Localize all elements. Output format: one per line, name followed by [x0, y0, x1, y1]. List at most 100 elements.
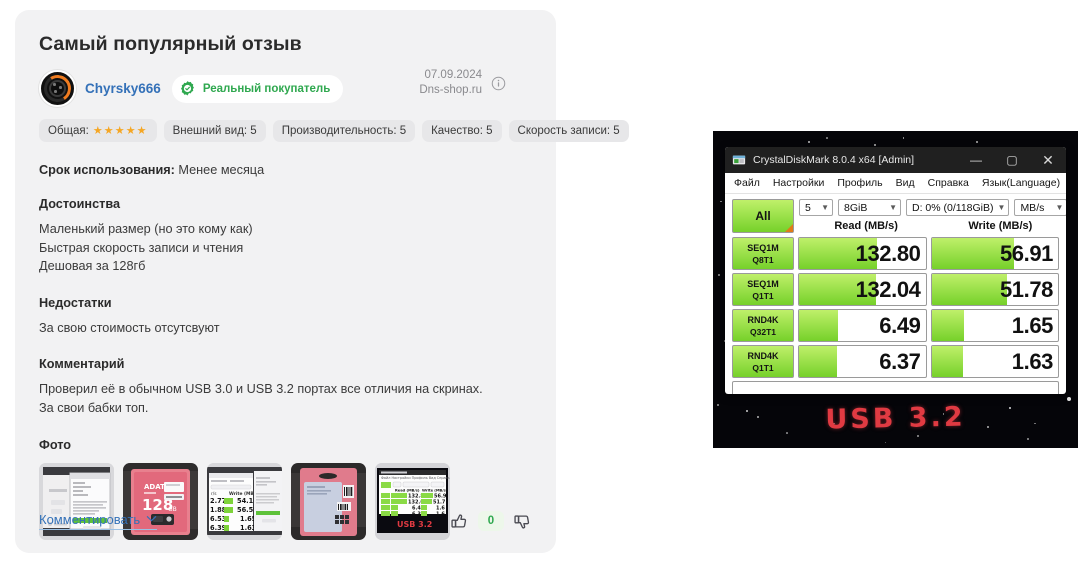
- read-value: 132.04: [855, 276, 921, 302]
- benchmark-body: All 5 ▼ 8GiB ▼ D: 0% (0/118GiB): [725, 194, 1066, 394]
- unit-select[interactable]: MB/s ▼: [1014, 199, 1066, 216]
- vote-count: 0: [478, 511, 504, 531]
- drive-select[interactable]: D: 0% (0/118GiB) ▼: [906, 199, 1010, 216]
- starfield-background: [713, 131, 1078, 448]
- row-label-rnd4k-q32t1[interactable]: RND4K Q32T1: [732, 309, 794, 342]
- row-queue-name: Q32T1: [750, 326, 776, 337]
- svg-text:128: 128: [142, 496, 173, 514]
- write-value: 51.78: [999, 276, 1053, 302]
- row-label-rnd4k-q1t1[interactable]: RND4K Q1T1: [732, 345, 794, 378]
- pros-line: Быстрая скорость записи и чтения: [39, 240, 244, 255]
- read-value: 132.80: [855, 240, 921, 266]
- review-source: Dns-shop.ru: [419, 84, 482, 96]
- avatar: [39, 70, 76, 107]
- benchmark-rows: SEQ1M Q8T1 132.80 56.91 SEQ1M: [732, 237, 1059, 378]
- usage-period-value: Менее месяца: [178, 163, 265, 177]
- read-value-cell: 6.49: [798, 309, 927, 342]
- menu-item-help[interactable]: Справка: [927, 177, 969, 189]
- popular-review-card: Самый популярный отзыв Chyrsky666 Реальн…: [15, 10, 629, 553]
- cons-line: За свою стоимость отсутсвуют: [39, 320, 220, 335]
- photo-thumb-screenshot-dialog[interactable]: [39, 463, 114, 540]
- comment-button-label: Комментировать: [39, 512, 141, 527]
- thumbs-down-icon[interactable]: [513, 512, 532, 531]
- row-queue-name: Q8T1: [752, 254, 774, 265]
- menu-bar: Файл Настройки Профиль Вид Справка Язык(…: [725, 173, 1066, 194]
- comment-line: За свои бабки топ.: [39, 400, 149, 415]
- write-value-cell: 56.91: [930, 237, 1059, 270]
- table-row: SEQ1M Q1T1 132.04 51.78: [732, 273, 1059, 306]
- drive-value: D: 0% (0/118GiB): [912, 201, 994, 214]
- crystaldiskmark-app-icon: [732, 153, 746, 167]
- write-value-cell: 1.65: [930, 309, 1059, 342]
- author-row: Chyrsky666 Реальный покупатель 07.09.202…: [39, 69, 532, 107]
- chevron-down-icon: ▼: [997, 203, 1006, 212]
- svg-text:132.80: 132.80: [408, 494, 428, 500]
- table-row: RND4K Q32T1 6.49 1.65: [732, 309, 1059, 342]
- table-row: SEQ1M Q8T1 132.80 56.91: [732, 237, 1059, 270]
- column-header-read: Read (MB/s): [834, 220, 898, 232]
- svg-text:Read (MB/s): Read (MB/s): [395, 489, 420, 493]
- svg-text:6.39: 6.39: [210, 524, 227, 532]
- test-size-value: 8GiB: [844, 201, 868, 214]
- author-name[interactable]: Chyrsky666: [85, 81, 161, 96]
- window-title: CrystalDiskMark 8.0.4 x64 [Admin]: [753, 154, 915, 166]
- maximize-button[interactable]: ▢: [1006, 153, 1018, 167]
- minimize-button[interactable]: —: [970, 153, 982, 167]
- usage-period-label: Срок использования:: [39, 163, 175, 177]
- close-button[interactable]: ✕: [1042, 151, 1054, 168]
- review-date: 07.09.2024: [424, 69, 482, 81]
- chevron-down-icon: [146, 512, 157, 527]
- svg-text:6.49: 6.49: [412, 506, 425, 512]
- test-count-select[interactable]: 5 ▼: [799, 199, 833, 216]
- test-size-select[interactable]: 8GiB ▼: [838, 199, 901, 216]
- row-label-seq1m-q8t1[interactable]: SEQ1M Q8T1: [732, 237, 794, 270]
- photo-thumb-benchmark-screenshot[interactable]: r/s Write (MB/s) 2.77 54.11 1.88 56.59 6…: [207, 463, 282, 540]
- menu-item-profile[interactable]: Профиль: [837, 177, 883, 189]
- all-button[interactable]: All: [732, 199, 794, 233]
- svg-text:1.6: 1.6: [436, 512, 445, 518]
- photo-thumb-package-back[interactable]: [291, 463, 366, 540]
- row-test-name: RND4K: [747, 350, 779, 361]
- menu-item-view[interactable]: Вид: [895, 177, 915, 189]
- row-label-seq1m-q1t1[interactable]: SEQ1M Q1T1: [732, 273, 794, 306]
- rating-chip-performance: Производительность: 5: [272, 119, 416, 142]
- svg-text:Файл Настройки Профиль Вид Спр: Файл Настройки Профиль Вид Справка Язык: [381, 476, 450, 480]
- menu-item-file[interactable]: Файл: [734, 177, 760, 189]
- svg-text:1.6: 1.6: [436, 506, 445, 512]
- svg-text:6.53: 6.53: [210, 515, 227, 523]
- status-bar: [732, 381, 1059, 394]
- toolbar-selects: 5 ▼ 8GiB ▼ D: 0% (0/118GiB) ▼ MB/s: [799, 199, 1066, 216]
- read-value-cell: 132.04: [798, 273, 927, 306]
- rating-chip-overall: Общая: ★★★★★: [39, 119, 157, 142]
- svg-text:51.7: 51.7: [433, 500, 446, 506]
- write-value: 1.65: [1011, 312, 1054, 338]
- photo-thumb-crystaldiskmark-usb32[interactable]: Файл Настройки Профиль Вид Справка Язык …: [375, 463, 450, 540]
- comment-line: Проверил её в обычном USB 3.0 и USB 3.2 …: [39, 382, 483, 396]
- svg-text:GB: GB: [168, 506, 177, 513]
- section-heading-photos: Фото: [39, 438, 72, 452]
- menu-item-settings[interactable]: Настройки: [772, 177, 825, 189]
- read-value: 6.49: [879, 312, 921, 338]
- svg-text:54.11: 54.11: [237, 497, 258, 505]
- svg-text:2.77: 2.77: [210, 497, 227, 505]
- photo-thumb-package-front[interactable]: ADATA 128 GB: [123, 463, 198, 540]
- verified-buyer-label: Реальный покупатель: [202, 82, 331, 95]
- star-rating-icon: ★★★★★: [92, 125, 148, 137]
- svg-text:1.65: 1.65: [240, 515, 257, 523]
- svg-text:1.63: 1.63: [240, 524, 257, 532]
- write-value-cell: 1.63: [930, 345, 1059, 378]
- svg-text:132.04: 132.04: [408, 500, 428, 506]
- chevron-down-icon: ▼: [1055, 203, 1064, 212]
- column-headers: Read (MB/s) Write (MB/s): [799, 220, 1066, 232]
- crystaldiskmark-photo: CrystalDiskMark 8.0.4 x64 [Admin] — ▢ ✕ …: [713, 131, 1078, 448]
- menu-item-language[interactable]: Язык(Language): [981, 177, 1061, 189]
- svg-text:56.59: 56.59: [237, 506, 258, 514]
- info-icon[interactable]: [491, 76, 506, 91]
- column-header-write: Write (MB/s): [968, 220, 1033, 232]
- row-test-name: RND4K: [747, 314, 779, 325]
- verified-buyer-badge: Реальный покупатель: [171, 74, 344, 103]
- svg-text:USB 3.2: USB 3.2: [397, 520, 432, 529]
- svg-text:56.9: 56.9: [434, 494, 447, 500]
- thumbs-up-icon[interactable]: [450, 512, 469, 531]
- comment-button[interactable]: Комментировать: [39, 512, 158, 530]
